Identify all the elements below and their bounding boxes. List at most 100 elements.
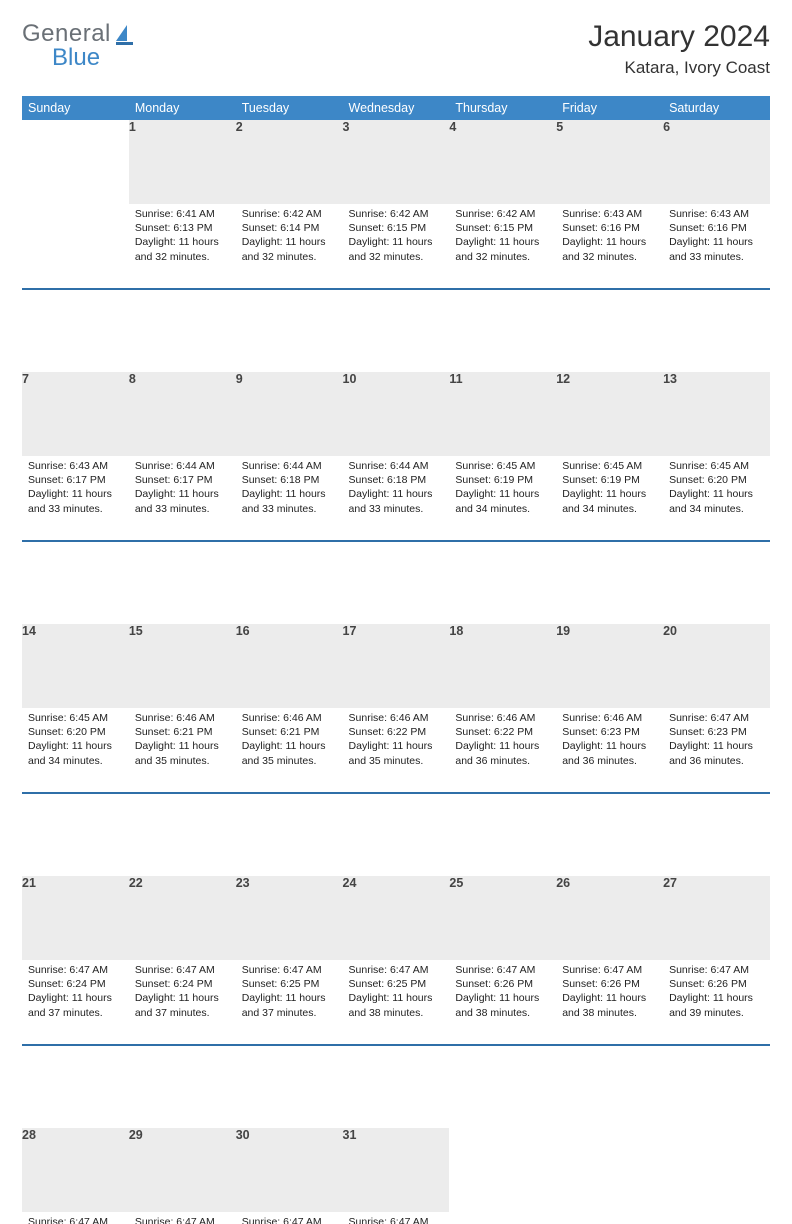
day-line: Daylight: 11 hours xyxy=(669,235,764,249)
day-number: 21 xyxy=(22,876,129,960)
day-line: Sunset: 6:25 PM xyxy=(242,977,337,991)
day-number: 13 xyxy=(663,372,770,456)
day-cell: Sunrise: 6:45 AMSunset: 6:20 PMDaylight:… xyxy=(22,708,129,792)
day-cell: Sunrise: 6:43 AMSunset: 6:16 PMDaylight:… xyxy=(663,204,770,288)
day-line: Daylight: 11 hours xyxy=(135,991,230,1005)
day-line: Sunrise: 6:47 AM xyxy=(562,963,657,977)
day-cell: Sunrise: 6:47 AMSunset: 6:26 PMDaylight:… xyxy=(556,960,663,1044)
day-line: Sunset: 6:15 PM xyxy=(349,221,444,235)
day-line: Sunrise: 6:42 AM xyxy=(242,207,337,221)
day-cell xyxy=(556,1212,663,1224)
day-line: Sunset: 6:19 PM xyxy=(455,473,550,487)
day-line: Sunrise: 6:47 AM xyxy=(669,963,764,977)
day-line: Daylight: 11 hours xyxy=(349,739,444,753)
day-line: and 38 minutes. xyxy=(455,1006,550,1020)
day-line: Sunrise: 6:47 AM xyxy=(455,963,550,977)
day-line: Sunset: 6:17 PM xyxy=(28,473,123,487)
day-cell: Sunrise: 6:42 AMSunset: 6:15 PMDaylight:… xyxy=(449,204,556,288)
daynum-row: 21222324252627 xyxy=(22,876,770,960)
weekday-header: Saturday xyxy=(663,96,770,120)
week-row: Sunrise: 6:47 AMSunset: 6:24 PMDaylight:… xyxy=(22,960,770,1044)
day-line: Sunset: 6:22 PM xyxy=(455,725,550,739)
day-line: Sunrise: 6:47 AM xyxy=(135,1215,230,1224)
day-line: Sunset: 6:19 PM xyxy=(562,473,657,487)
day-number: 31 xyxy=(343,1128,450,1212)
day-line: and 33 minutes. xyxy=(669,250,764,264)
day-number: 19 xyxy=(556,624,663,708)
day-number: 24 xyxy=(343,876,450,960)
day-line: Sunrise: 6:42 AM xyxy=(455,207,550,221)
day-cell xyxy=(22,204,129,288)
day-number: 17 xyxy=(343,624,450,708)
day-line: Sunset: 6:24 PM xyxy=(135,977,230,991)
day-line: Sunset: 6:15 PM xyxy=(455,221,550,235)
day-number: 25 xyxy=(449,876,556,960)
day-line: Sunset: 6:17 PM xyxy=(135,473,230,487)
day-line: Sunrise: 6:45 AM xyxy=(28,711,123,725)
day-number: 29 xyxy=(129,1128,236,1212)
day-line: Daylight: 11 hours xyxy=(349,235,444,249)
day-line: Sunrise: 6:46 AM xyxy=(242,711,337,725)
day-line: Daylight: 11 hours xyxy=(242,991,337,1005)
day-cell xyxy=(663,1212,770,1224)
day-line: and 37 minutes. xyxy=(28,1006,123,1020)
day-number: 7 xyxy=(22,372,129,456)
day-line: and 32 minutes. xyxy=(135,250,230,264)
day-line: and 32 minutes. xyxy=(562,250,657,264)
day-cell: Sunrise: 6:47 AMSunset: 6:27 PMDaylight:… xyxy=(22,1212,129,1224)
day-line: Sunrise: 6:42 AM xyxy=(349,207,444,221)
day-line: Daylight: 11 hours xyxy=(669,739,764,753)
weekday-header-row: Sunday Monday Tuesday Wednesday Thursday… xyxy=(22,96,770,120)
day-cell: Sunrise: 6:46 AMSunset: 6:22 PMDaylight:… xyxy=(343,708,450,792)
day-number: 12 xyxy=(556,372,663,456)
day-line: Sunset: 6:26 PM xyxy=(562,977,657,991)
day-line: Sunset: 6:22 PM xyxy=(349,725,444,739)
day-cell: Sunrise: 6:47 AMSunset: 6:24 PMDaylight:… xyxy=(22,960,129,1044)
day-line: Sunset: 6:16 PM xyxy=(669,221,764,235)
day-line: and 38 minutes. xyxy=(349,1006,444,1020)
week-separator xyxy=(22,540,770,624)
day-cell: Sunrise: 6:45 AMSunset: 6:19 PMDaylight:… xyxy=(449,456,556,540)
day-line: and 33 minutes. xyxy=(349,502,444,516)
day-number xyxy=(22,120,129,204)
day-line: Sunset: 6:26 PM xyxy=(669,977,764,991)
day-cell: Sunrise: 6:47 AMSunset: 6:25 PMDaylight:… xyxy=(236,960,343,1044)
day-line: and 38 minutes. xyxy=(562,1006,657,1020)
day-line: Daylight: 11 hours xyxy=(28,991,123,1005)
day-cell: Sunrise: 6:46 AMSunset: 6:23 PMDaylight:… xyxy=(556,708,663,792)
day-line: Sunset: 6:18 PM xyxy=(242,473,337,487)
day-line: Daylight: 11 hours xyxy=(135,235,230,249)
day-line: Sunrise: 6:45 AM xyxy=(455,459,550,473)
day-number xyxy=(663,1128,770,1212)
day-number: 16 xyxy=(236,624,343,708)
day-cell xyxy=(449,1212,556,1224)
day-cell: Sunrise: 6:43 AMSunset: 6:17 PMDaylight:… xyxy=(22,456,129,540)
day-line: Daylight: 11 hours xyxy=(242,487,337,501)
day-line: and 34 minutes. xyxy=(28,754,123,768)
day-line: Daylight: 11 hours xyxy=(349,487,444,501)
day-number: 20 xyxy=(663,624,770,708)
day-cell: Sunrise: 6:44 AMSunset: 6:18 PMDaylight:… xyxy=(343,456,450,540)
day-cell: Sunrise: 6:46 AMSunset: 6:21 PMDaylight:… xyxy=(236,708,343,792)
day-line: Sunrise: 6:46 AM xyxy=(455,711,550,725)
header: General January 2024 Katara, Ivory Coast xyxy=(22,20,770,78)
title-block: January 2024 Katara, Ivory Coast xyxy=(588,20,770,78)
day-line: and 33 minutes. xyxy=(135,502,230,516)
day-line: Sunset: 6:16 PM xyxy=(562,221,657,235)
day-line: Daylight: 11 hours xyxy=(455,487,550,501)
day-number: 1 xyxy=(129,120,236,204)
week-row: Sunrise: 6:45 AMSunset: 6:20 PMDaylight:… xyxy=(22,708,770,792)
daynum-row: 123456 xyxy=(22,120,770,204)
day-line: Daylight: 11 hours xyxy=(562,739,657,753)
day-line: and 34 minutes. xyxy=(562,502,657,516)
day-number: 23 xyxy=(236,876,343,960)
day-cell: Sunrise: 6:41 AMSunset: 6:13 PMDaylight:… xyxy=(129,204,236,288)
day-number xyxy=(449,1128,556,1212)
day-line: Sunrise: 6:43 AM xyxy=(562,207,657,221)
day-line: Daylight: 11 hours xyxy=(562,991,657,1005)
logo-sail-icon xyxy=(113,23,135,45)
weekday-header: Wednesday xyxy=(343,96,450,120)
day-line: and 33 minutes. xyxy=(242,502,337,516)
daynum-row: 14151617181920 xyxy=(22,624,770,708)
day-cell: Sunrise: 6:44 AMSunset: 6:18 PMDaylight:… xyxy=(236,456,343,540)
